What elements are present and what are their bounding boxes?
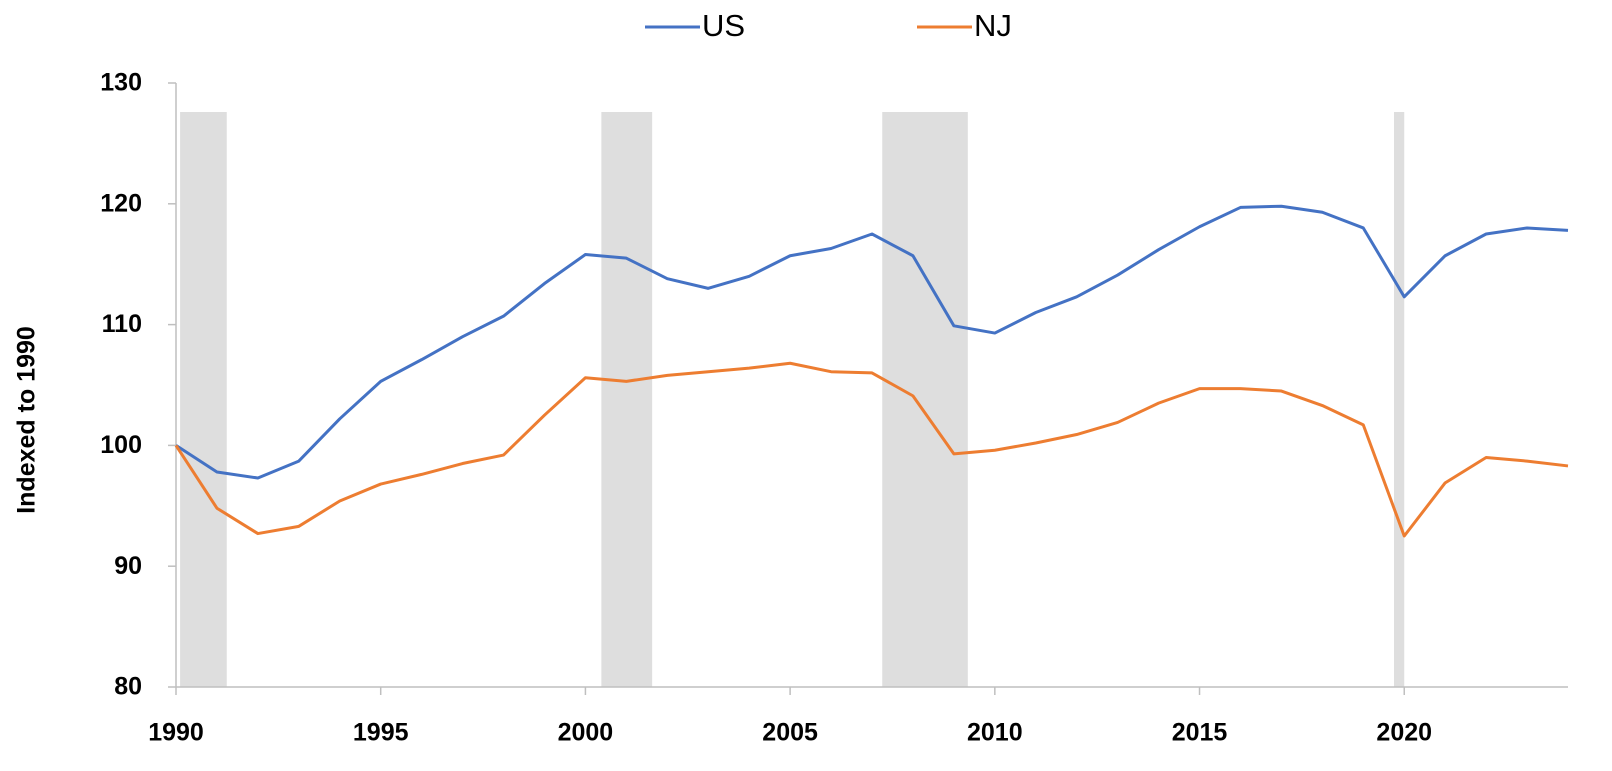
recession-band: [1394, 112, 1405, 687]
recession-band: [601, 112, 653, 687]
series-line: [174, 361, 1569, 538]
x-tick-label: 2015: [1172, 719, 1228, 747]
y-tick-label: 130: [100, 69, 142, 97]
x-tick-label: 2020: [1376, 719, 1432, 747]
x-tick-label: 1995: [353, 719, 409, 747]
x-tick-label: 2010: [967, 719, 1023, 747]
x-tick-label: 2000: [558, 719, 614, 747]
y-axis-label: Indexed to 1990: [13, 326, 41, 514]
y-tick-label: 80: [114, 673, 142, 701]
legend-label: NJ: [974, 8, 1012, 43]
recession-band: [882, 112, 968, 687]
y-tick-label: 100: [100, 431, 142, 459]
legend-label: US: [702, 8, 745, 43]
x-tick-label: 1990: [148, 719, 204, 747]
x-tick-label: 2005: [762, 719, 818, 747]
y-tick-label: 120: [100, 189, 142, 217]
recession-band: [180, 112, 227, 687]
series-line: [175, 204, 1569, 480]
y-tick-label: 110: [102, 310, 142, 338]
y-tick-label: 90: [114, 552, 142, 580]
